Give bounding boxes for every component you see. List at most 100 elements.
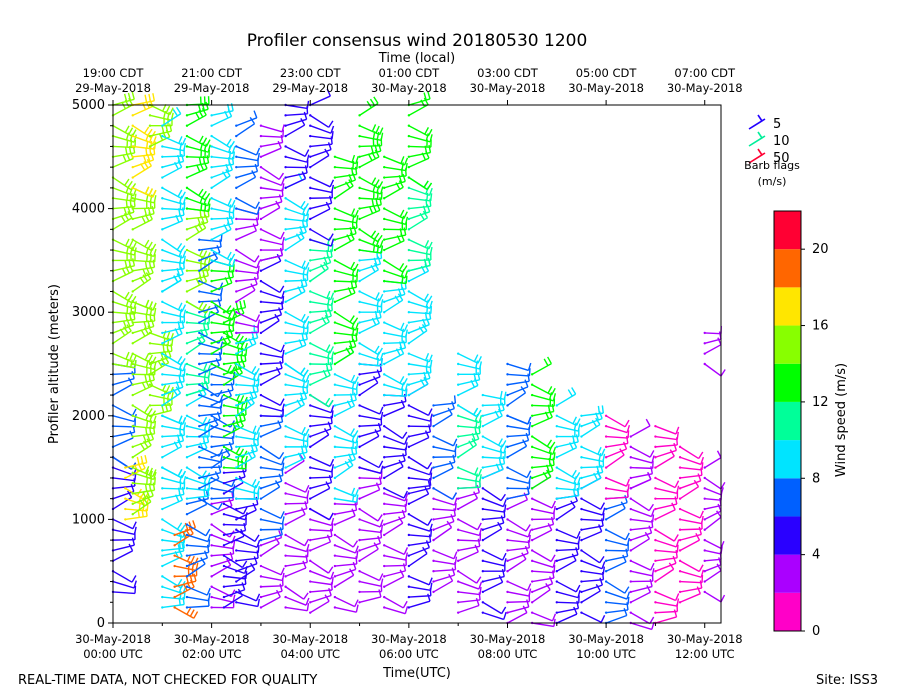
barb-feather <box>182 373 185 382</box>
barb-shaft <box>704 363 722 377</box>
wind-barb <box>309 404 335 414</box>
wind-barb <box>432 520 453 542</box>
barb-shaft <box>507 547 530 552</box>
barb-shaft <box>433 435 454 447</box>
wind-barb <box>309 201 331 221</box>
barb-dot <box>185 414 189 417</box>
barb-feather <box>170 343 173 352</box>
barb-dot <box>506 518 509 521</box>
barb-dot <box>383 492 386 495</box>
barb-dot <box>407 393 411 397</box>
barb-shaft <box>408 197 431 202</box>
barb-dot <box>222 424 226 428</box>
barb-feather <box>144 260 148 269</box>
wind-barb <box>185 134 211 148</box>
barb-dot <box>530 487 534 490</box>
barb-dot <box>131 217 134 221</box>
barb-feather <box>236 354 239 363</box>
barb-feather <box>352 561 357 570</box>
barb-dot <box>383 414 386 417</box>
wind-barb <box>506 362 532 372</box>
wind-barb <box>259 247 284 262</box>
barb-feather <box>429 467 433 475</box>
barb-shaft <box>531 611 553 622</box>
wind-barb <box>456 592 481 604</box>
barb-feather <box>228 257 232 266</box>
barb-feather <box>147 325 153 333</box>
barb-dot <box>235 393 238 397</box>
barb-dot <box>124 466 127 469</box>
barb-shaft <box>655 601 678 607</box>
barb-feather <box>527 540 531 548</box>
barb-shaft <box>260 135 283 138</box>
barb-shaft <box>285 279 308 282</box>
wind-barb <box>358 137 383 148</box>
top-tick-time: 03:00 CDT <box>477 66 539 80</box>
barb-shaft <box>482 508 505 513</box>
barb-feather <box>177 189 183 197</box>
wind-barb <box>210 540 236 550</box>
barb-feather <box>229 328 234 337</box>
barb-feather <box>130 484 135 492</box>
barb-dot <box>333 238 337 241</box>
colorbar-bin <box>774 440 801 479</box>
barb-dot <box>481 404 485 407</box>
barb-dot <box>210 279 213 283</box>
barb-feather <box>280 344 285 353</box>
barb-shaft <box>236 207 258 215</box>
barb-feather <box>145 313 148 322</box>
barb-feather <box>354 322 359 331</box>
barb-feather <box>232 205 236 213</box>
barb-dot <box>284 585 287 588</box>
barb-dot <box>284 435 287 438</box>
barb-feather <box>230 366 236 374</box>
barb-dot <box>161 176 164 179</box>
wind-barb <box>604 476 631 487</box>
wind-barb <box>629 455 655 464</box>
wind-barb <box>555 528 581 540</box>
barb-dot <box>407 197 411 200</box>
barb-shaft <box>408 187 430 197</box>
barb-feather <box>324 148 330 156</box>
wind-barb <box>309 124 335 134</box>
barb-shaft <box>211 217 234 220</box>
barb-feather <box>226 251 232 260</box>
barb-dot <box>235 549 238 552</box>
barb-feather <box>129 246 133 255</box>
barb-dot <box>210 300 213 304</box>
colorbar-tick-label: 12 <box>812 395 829 410</box>
wind-barb <box>703 510 722 531</box>
barb-feather <box>328 399 334 408</box>
barb-shaft <box>199 299 222 303</box>
barb-shaft <box>285 124 305 137</box>
barb-shaft <box>605 415 626 428</box>
barb-shaft <box>408 311 431 315</box>
barb-shaft <box>285 425 306 437</box>
barb-feather <box>524 379 529 388</box>
barb-dot <box>407 114 411 117</box>
barb-feather <box>254 255 260 263</box>
barb-dot <box>407 595 411 599</box>
top-tick-time: 05:00 CDT <box>576 66 638 80</box>
barb-feather <box>207 208 210 217</box>
barb-dot <box>358 487 361 490</box>
barb-dot <box>383 424 386 428</box>
barb-shaft <box>235 455 256 469</box>
barb-dot <box>185 145 189 148</box>
wind-barb <box>259 583 283 599</box>
barb-shaft <box>174 555 195 566</box>
barb-dot <box>173 564 176 568</box>
barb-feather <box>572 416 578 425</box>
barb-shaft <box>310 249 333 253</box>
barb-dot <box>604 601 608 604</box>
barb-dot <box>703 476 706 480</box>
colorbar-bin <box>774 325 801 364</box>
barb-feather <box>331 464 334 472</box>
barb-dot <box>456 362 460 366</box>
barb-dot <box>530 559 534 563</box>
barb-dot <box>284 471 287 474</box>
barb-feather <box>649 578 653 587</box>
barb-dot <box>309 383 312 386</box>
wind-barb <box>407 176 433 191</box>
barb-shaft <box>310 529 333 532</box>
